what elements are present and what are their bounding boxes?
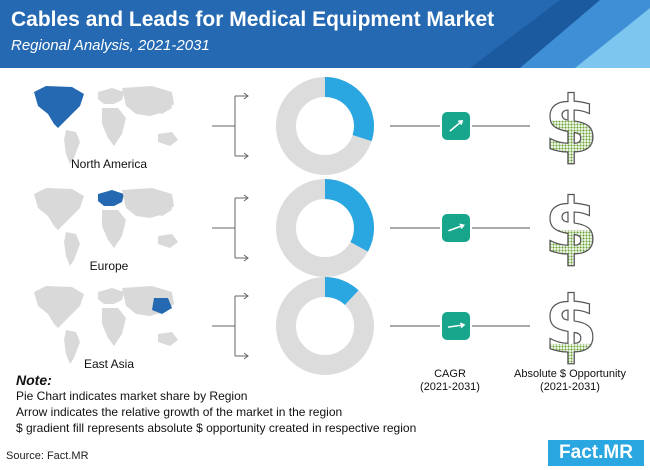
- header-background: [0, 0, 650, 68]
- regional-chart: $$$$$$: [34, 77, 599, 375]
- source-text: Source: Fact.MR: [6, 450, 89, 462]
- header-banner: Cables and Leads for Medical Equipment M…: [0, 0, 650, 68]
- map-north-america-ea: [152, 98, 172, 114]
- logo-text: Fact.MR: [559, 442, 633, 463]
- opportunity-column-label: Absolute $ Opportunity (2021-2031): [500, 368, 640, 394]
- growth-arrow-east-asia: [447, 324, 465, 328]
- dollar-outline-north-america: $: [544, 81, 598, 171]
- opportunity-period: (2021-2031): [540, 381, 600, 393]
- note-title: Note:: [16, 372, 52, 388]
- dollar-outline-east-asia: $: [544, 281, 598, 371]
- growth-arrowhead-north-america: [458, 119, 464, 125]
- dollar-fill-east-asia: $: [544, 281, 598, 371]
- map-europe-af: [102, 210, 126, 248]
- dollar-fill-europe: $: [544, 183, 598, 273]
- growth-arrowhead-europe: [459, 223, 465, 229]
- map-north-america-af: [102, 108, 126, 146]
- map-europe-ea: [152, 200, 172, 216]
- bracket-bottom-arrow-europe: [235, 254, 249, 262]
- bracket-top-arrow-north-america: [235, 92, 249, 100]
- note-line-dollar: $ gradient fill represents absolute $ op…: [16, 421, 417, 435]
- dollar-outline-europe: $: [544, 183, 598, 273]
- region-label-north-america: North America: [70, 157, 148, 171]
- factmr-logo: Fact.MR: [548, 440, 644, 466]
- map-east-asia-au: [158, 332, 178, 346]
- note-line-pie: Pie Chart indicates market share by Regi…: [16, 389, 248, 403]
- page-title: Cables and Leads for Medical Equipment M…: [11, 8, 495, 31]
- map-europe-na: [34, 188, 84, 230]
- region-label-east-asia: East Asia: [83, 357, 135, 371]
- donut-share-east-asia: [324, 277, 359, 306]
- donut-share-north-america: [324, 77, 374, 142]
- map-europe-au: [158, 234, 178, 248]
- cagr-label: CAGR: [434, 368, 466, 380]
- map-europe-eu: [98, 190, 124, 206]
- donut-track-east-asia: [276, 277, 374, 375]
- note-box: Note: Pie Chart indicates market share b…: [16, 372, 416, 436]
- dollar-fill-north-america: $: [544, 81, 598, 171]
- map-east-asia-eu: [98, 288, 124, 304]
- donut-share-europe: [324, 179, 374, 252]
- growth-arrow-europe: [448, 224, 464, 232]
- growth-arrowhead-east-asia: [459, 322, 466, 329]
- cagr-period: (2021-2031): [420, 381, 480, 393]
- map-europe-sa: [64, 232, 80, 266]
- region-label-europe: Europe: [89, 259, 129, 273]
- note-line-arrow: Arrow indicates the relative growth of t…: [16, 405, 343, 419]
- cagr-column-label: CAGR (2021-2031): [415, 368, 485, 394]
- bracket-bottom-arrow-east-asia: [235, 352, 249, 360]
- map-north-america-eu: [98, 88, 124, 104]
- page-subtitle: Regional Analysis, 2021-2031: [11, 37, 210, 54]
- map-east-asia-af: [102, 308, 126, 346]
- bracket-top-arrow-europe: [235, 194, 249, 202]
- bracket-top-arrow-east-asia: [235, 292, 249, 300]
- map-east-asia-na: [34, 286, 84, 328]
- map-north-america-na: [34, 86, 84, 128]
- map-north-america-sa: [64, 130, 80, 164]
- map-north-america-au: [158, 132, 178, 146]
- opportunity-label: Absolute $ Opportunity: [514, 368, 626, 380]
- map-east-asia-sa: [64, 330, 80, 364]
- growth-arrow-north-america: [449, 120, 463, 132]
- bracket-bottom-arrow-north-america: [235, 152, 249, 160]
- map-east-asia-ea: [152, 298, 172, 314]
